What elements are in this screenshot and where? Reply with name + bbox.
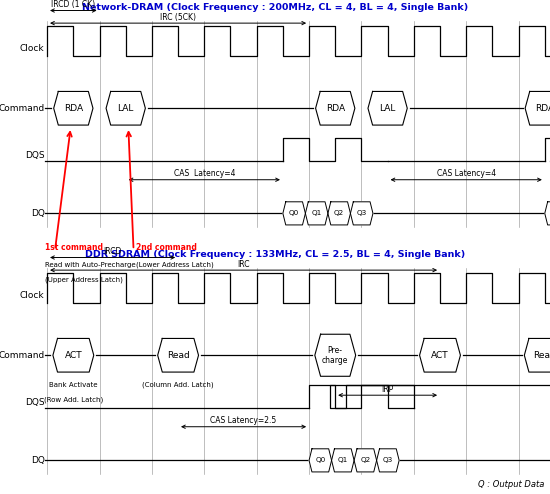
Text: LAL: LAL xyxy=(379,104,396,113)
Text: Q3: Q3 xyxy=(383,457,393,463)
Polygon shape xyxy=(54,91,93,125)
Polygon shape xyxy=(544,202,550,225)
Polygon shape xyxy=(53,338,94,372)
Text: LAL: LAL xyxy=(118,104,134,113)
Polygon shape xyxy=(525,91,550,125)
Text: Command: Command xyxy=(0,104,45,113)
Text: (Row Add. Latch): (Row Add. Latch) xyxy=(43,396,103,403)
Polygon shape xyxy=(354,449,377,472)
Text: Q : Output Data: Q : Output Data xyxy=(478,480,544,489)
Text: Q0: Q0 xyxy=(315,457,326,463)
Polygon shape xyxy=(106,91,145,125)
Polygon shape xyxy=(305,202,328,225)
Polygon shape xyxy=(350,202,373,225)
Text: IRC: IRC xyxy=(237,259,250,269)
Text: RDA: RDA xyxy=(535,104,550,113)
Text: 1st command: 1st command xyxy=(45,243,102,252)
Text: Clock: Clock xyxy=(20,291,45,300)
Text: Pre-
charge: Pre- charge xyxy=(322,346,349,365)
Text: DQS: DQS xyxy=(25,398,45,407)
Polygon shape xyxy=(283,202,305,225)
Text: DQ: DQ xyxy=(31,456,45,465)
Polygon shape xyxy=(368,91,407,125)
Text: (Column Add. Latch): (Column Add. Latch) xyxy=(142,381,214,388)
Text: (Lower Address Latch): (Lower Address Latch) xyxy=(136,262,214,268)
Text: ACT: ACT xyxy=(64,351,82,360)
Polygon shape xyxy=(420,338,460,372)
Text: Q0: Q0 xyxy=(289,210,299,216)
Text: IRP: IRP xyxy=(382,385,394,394)
Polygon shape xyxy=(158,338,199,372)
Polygon shape xyxy=(328,202,350,225)
Text: DQ: DQ xyxy=(31,209,45,218)
Text: CAS Latency=4: CAS Latency=4 xyxy=(437,169,496,178)
Text: Read: Read xyxy=(167,351,189,360)
Text: Q1: Q1 xyxy=(338,457,348,463)
Polygon shape xyxy=(316,91,355,125)
Text: CAS  Latency=4: CAS Latency=4 xyxy=(174,169,235,178)
Text: (Upper Address Latch): (Upper Address Latch) xyxy=(45,277,123,283)
Text: CAS Latency=2.5: CAS Latency=2.5 xyxy=(211,416,277,425)
Polygon shape xyxy=(332,449,354,472)
Text: IRCD: IRCD xyxy=(103,247,122,256)
Polygon shape xyxy=(377,449,399,472)
Text: Q3: Q3 xyxy=(356,210,367,216)
Polygon shape xyxy=(309,449,332,472)
Polygon shape xyxy=(315,334,356,376)
Text: Q2: Q2 xyxy=(334,210,344,216)
Text: IRC (5CK): IRC (5CK) xyxy=(160,12,196,22)
Text: RDA: RDA xyxy=(64,104,83,113)
Text: Read with Auto-Precharge: Read with Auto-Precharge xyxy=(45,262,135,268)
Text: Q2: Q2 xyxy=(360,457,371,463)
Text: Bank Activate: Bank Activate xyxy=(49,381,97,387)
Text: DQS: DQS xyxy=(25,151,45,160)
Polygon shape xyxy=(524,338,550,372)
Text: 2nd command: 2nd command xyxy=(136,243,197,252)
Text: DDR SDRAM (Clock Frequency : 133MHz, CL = 2.5, BL = 4, Single Bank): DDR SDRAM (Clock Frequency : 133MHz, CL … xyxy=(85,250,465,259)
Text: ACT: ACT xyxy=(431,351,449,360)
Text: Command: Command xyxy=(0,351,45,360)
Text: IRCD (1 CK): IRCD (1 CK) xyxy=(51,0,95,9)
Text: Q1: Q1 xyxy=(311,210,322,216)
Text: Network-DRAM (Clock Frequency : 200MHz, CL = 4, BL = 4, Single Bank): Network-DRAM (Clock Frequency : 200MHz, … xyxy=(82,3,468,12)
Text: Clock: Clock xyxy=(20,44,45,53)
Text: RDA: RDA xyxy=(326,104,345,113)
Text: Read: Read xyxy=(534,351,550,360)
